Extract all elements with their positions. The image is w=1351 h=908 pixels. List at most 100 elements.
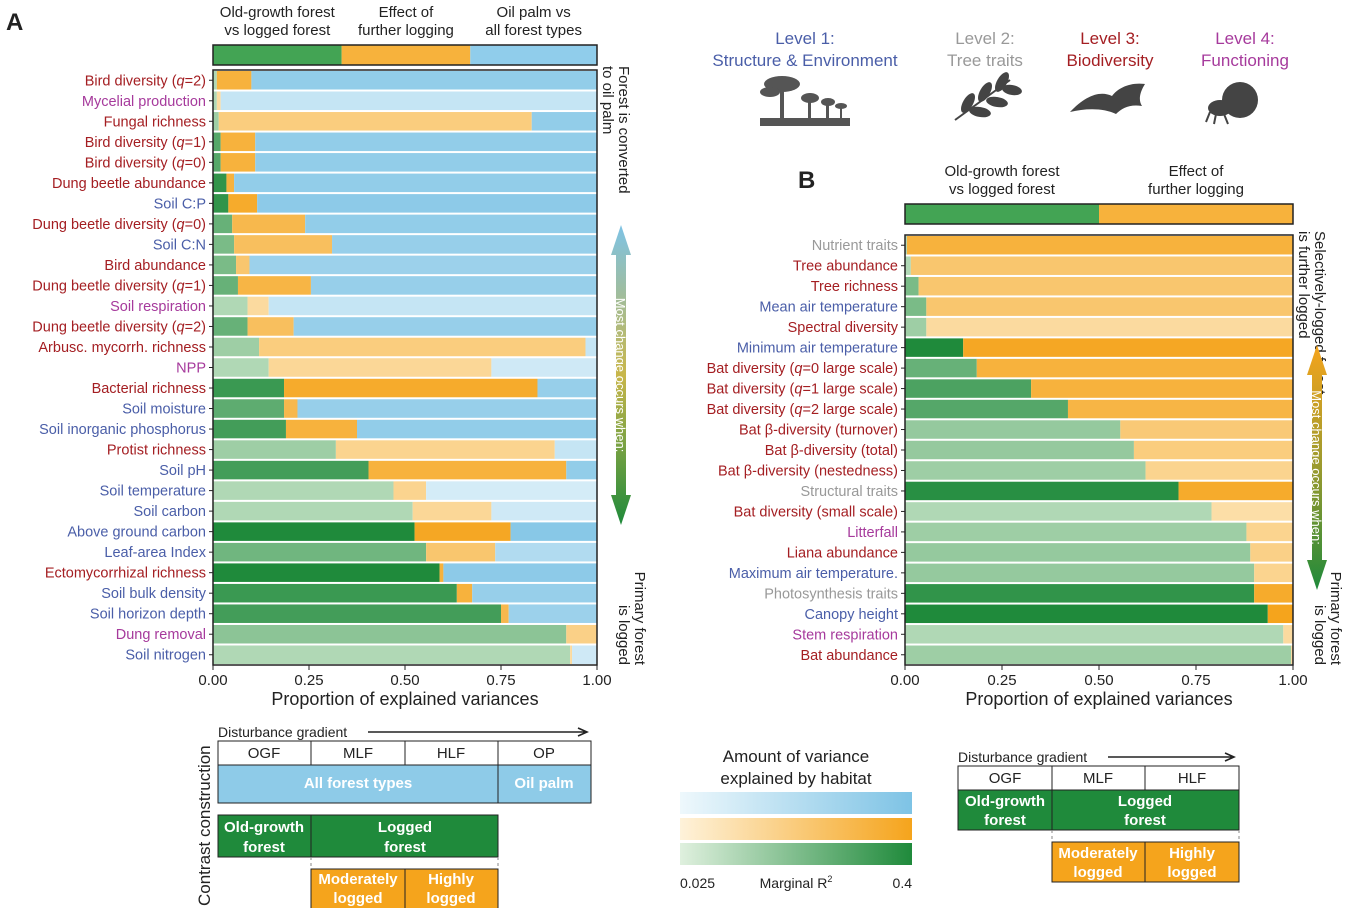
legend-orange-gradient (680, 818, 912, 840)
header-label-line-1: Effect of (1169, 163, 1225, 180)
bar-segment (332, 235, 597, 254)
bar-segment (1178, 481, 1293, 501)
row-label: Leaf-area Index (104, 545, 206, 561)
bar-segment (293, 317, 597, 336)
bar-segment (905, 625, 1284, 644)
bar-segment (234, 235, 333, 254)
ogf-label-a-1: Old-growth (224, 819, 304, 836)
bar-segment (255, 132, 598, 152)
logged-label-a-1: Logged (378, 819, 432, 836)
bar-segment (905, 379, 1032, 398)
ogf-box-a (217, 814, 312, 858)
col-op-a: OP (533, 745, 555, 762)
row-label: Dung beetle diversity (q=0) (32, 217, 206, 233)
forest-silhouette-icon (760, 76, 850, 126)
bar-segment (305, 214, 597, 234)
row-label: Minimum air temperature (737, 341, 898, 357)
col-hlf-b: HLF (1178, 770, 1206, 787)
bar-segment (216, 71, 252, 90)
bar-segment (905, 236, 907, 255)
row-label: Litterfall (847, 525, 898, 541)
row-label: Soil C:N (153, 237, 206, 253)
bar-segment (905, 481, 1179, 501)
row-label: Bat diversity (q=1 large scale) (707, 382, 898, 398)
bar-segment (213, 563, 440, 582)
row-label: Bat diversity (q=0 large scale) (707, 361, 898, 377)
header-label-line-2: vs logged forest (224, 22, 331, 39)
bar-segment (905, 543, 1251, 562)
logged-label-a-2: forest (384, 839, 426, 856)
bar-segment (510, 522, 597, 541)
row-label: Dung beetle diversity (q=2) (32, 319, 206, 335)
bar-segment (905, 461, 1146, 480)
bar-segment (213, 440, 336, 459)
bar-segment (226, 173, 235, 193)
row-label: Bacterial richness (92, 381, 206, 397)
row-label: Bird abundance (104, 258, 206, 274)
bar-segment (905, 399, 1068, 419)
row-label: Dung beetle abundance (52, 176, 206, 192)
bar-segment (268, 358, 492, 377)
x-tick-label: 1.00 (1278, 672, 1307, 689)
row-label: Bird diversity (q=1) (85, 135, 206, 151)
header-label-line-2: further logging (1148, 181, 1244, 198)
row-label: Dung removal (116, 627, 206, 643)
level-2-name: Level 2: (955, 29, 1015, 48)
bar-segment (213, 481, 394, 500)
bar-segment (1145, 461, 1293, 480)
row-label: Soil pH (159, 463, 206, 479)
bar-segment (1133, 440, 1293, 460)
level-1-title: Level 1: Structure & Environment (698, 28, 912, 72)
row-label: Bat β-diversity (turnover) (739, 423, 898, 439)
bar-segment (284, 378, 538, 398)
row-label: Liana abundance (787, 545, 898, 561)
oil-palm-label: Oil palm (514, 775, 573, 792)
moderately-label-b-1: Moderately (1058, 845, 1138, 862)
bar-segment (297, 399, 597, 418)
level-4-title: Level 4: Functioning (1185, 28, 1305, 72)
bar-segment (213, 91, 217, 111)
header-label-line-1: Effect of (379, 4, 435, 21)
all-forest-box (217, 764, 499, 804)
level-4-name: Level 4: (1215, 29, 1275, 48)
bar-segment (1267, 604, 1293, 624)
bar-segment (976, 358, 1293, 378)
x-tick-label: 0.75 (486, 672, 515, 689)
ogf-label-b-2: forest (984, 812, 1026, 829)
legend-mid-sup: 2 (827, 874, 832, 884)
row-label: Bird diversity (q=2) (85, 73, 206, 89)
panel-label-b: B (798, 167, 815, 194)
bar-segment (213, 276, 238, 295)
bar-segment (213, 419, 286, 439)
bar-segment (335, 440, 555, 459)
highly-label-a-1: Highly (428, 871, 474, 888)
bar-segment (905, 563, 1255, 583)
legend-min-label: 0.025 (680, 875, 715, 891)
x-axis-title: Proportion of explained variances (271, 689, 538, 709)
gradient-label-a: Disturbance gradient (218, 724, 347, 740)
row-label: Soil bulk density (101, 586, 207, 602)
bar-segment (251, 71, 597, 90)
bar-segment (213, 583, 457, 603)
header-band-frame (904, 203, 1294, 225)
bar-segment (910, 256, 1293, 275)
bar-segment (426, 542, 496, 562)
gradient-arrow-b (1108, 752, 1236, 762)
bar-segment (456, 583, 473, 603)
bar-segment (368, 460, 567, 480)
right-top-label: Forest is convertedto oil palm (599, 66, 632, 194)
bar-segment (268, 296, 597, 316)
header-band-frame (212, 44, 598, 66)
level-2-sub: Tree traits (947, 51, 1023, 70)
row-label: Bat β-diversity (nestedness) (718, 463, 898, 479)
legend-max-label: 0.4 (893, 875, 913, 891)
bar-segment (213, 645, 571, 664)
bar-segment (572, 645, 597, 664)
bar-segment (412, 501, 492, 521)
bar-segment (905, 584, 1255, 603)
bar-segment (213, 296, 248, 316)
bar-segment (259, 337, 586, 357)
change-arrow (611, 225, 631, 525)
row-label: Dung beetle diversity (q=1) (32, 278, 206, 294)
